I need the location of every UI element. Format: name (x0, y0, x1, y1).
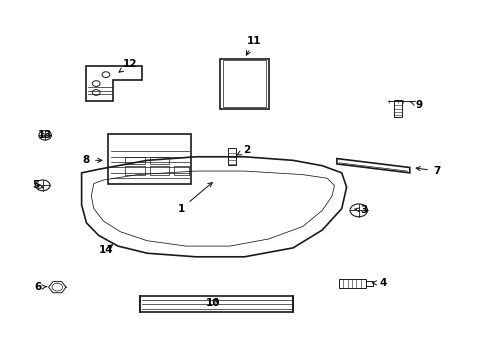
Bar (228, 148, 236, 165)
Text: 13: 13 (38, 130, 52, 140)
Text: 11: 11 (246, 36, 261, 55)
Bar (393, 100, 401, 117)
Bar (149, 166, 169, 175)
Text: 2: 2 (237, 145, 250, 155)
Text: 7: 7 (415, 166, 439, 176)
Bar (174, 166, 188, 175)
Text: 1: 1 (177, 183, 212, 213)
Text: 5: 5 (32, 180, 43, 190)
Bar (339, 279, 366, 288)
Text: 14: 14 (99, 245, 113, 255)
Text: 8: 8 (82, 156, 102, 165)
Bar (125, 166, 144, 175)
Bar (149, 157, 169, 164)
Bar (366, 281, 372, 287)
Text: 4: 4 (372, 278, 386, 288)
Text: 12: 12 (119, 59, 137, 72)
Bar (125, 157, 144, 164)
Text: 10: 10 (205, 298, 220, 308)
Text: 3: 3 (354, 205, 366, 215)
Text: 9: 9 (409, 100, 422, 110)
Text: 6: 6 (34, 282, 47, 292)
